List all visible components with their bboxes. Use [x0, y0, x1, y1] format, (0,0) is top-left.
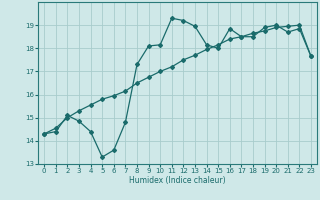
- X-axis label: Humidex (Indice chaleur): Humidex (Indice chaleur): [129, 176, 226, 185]
